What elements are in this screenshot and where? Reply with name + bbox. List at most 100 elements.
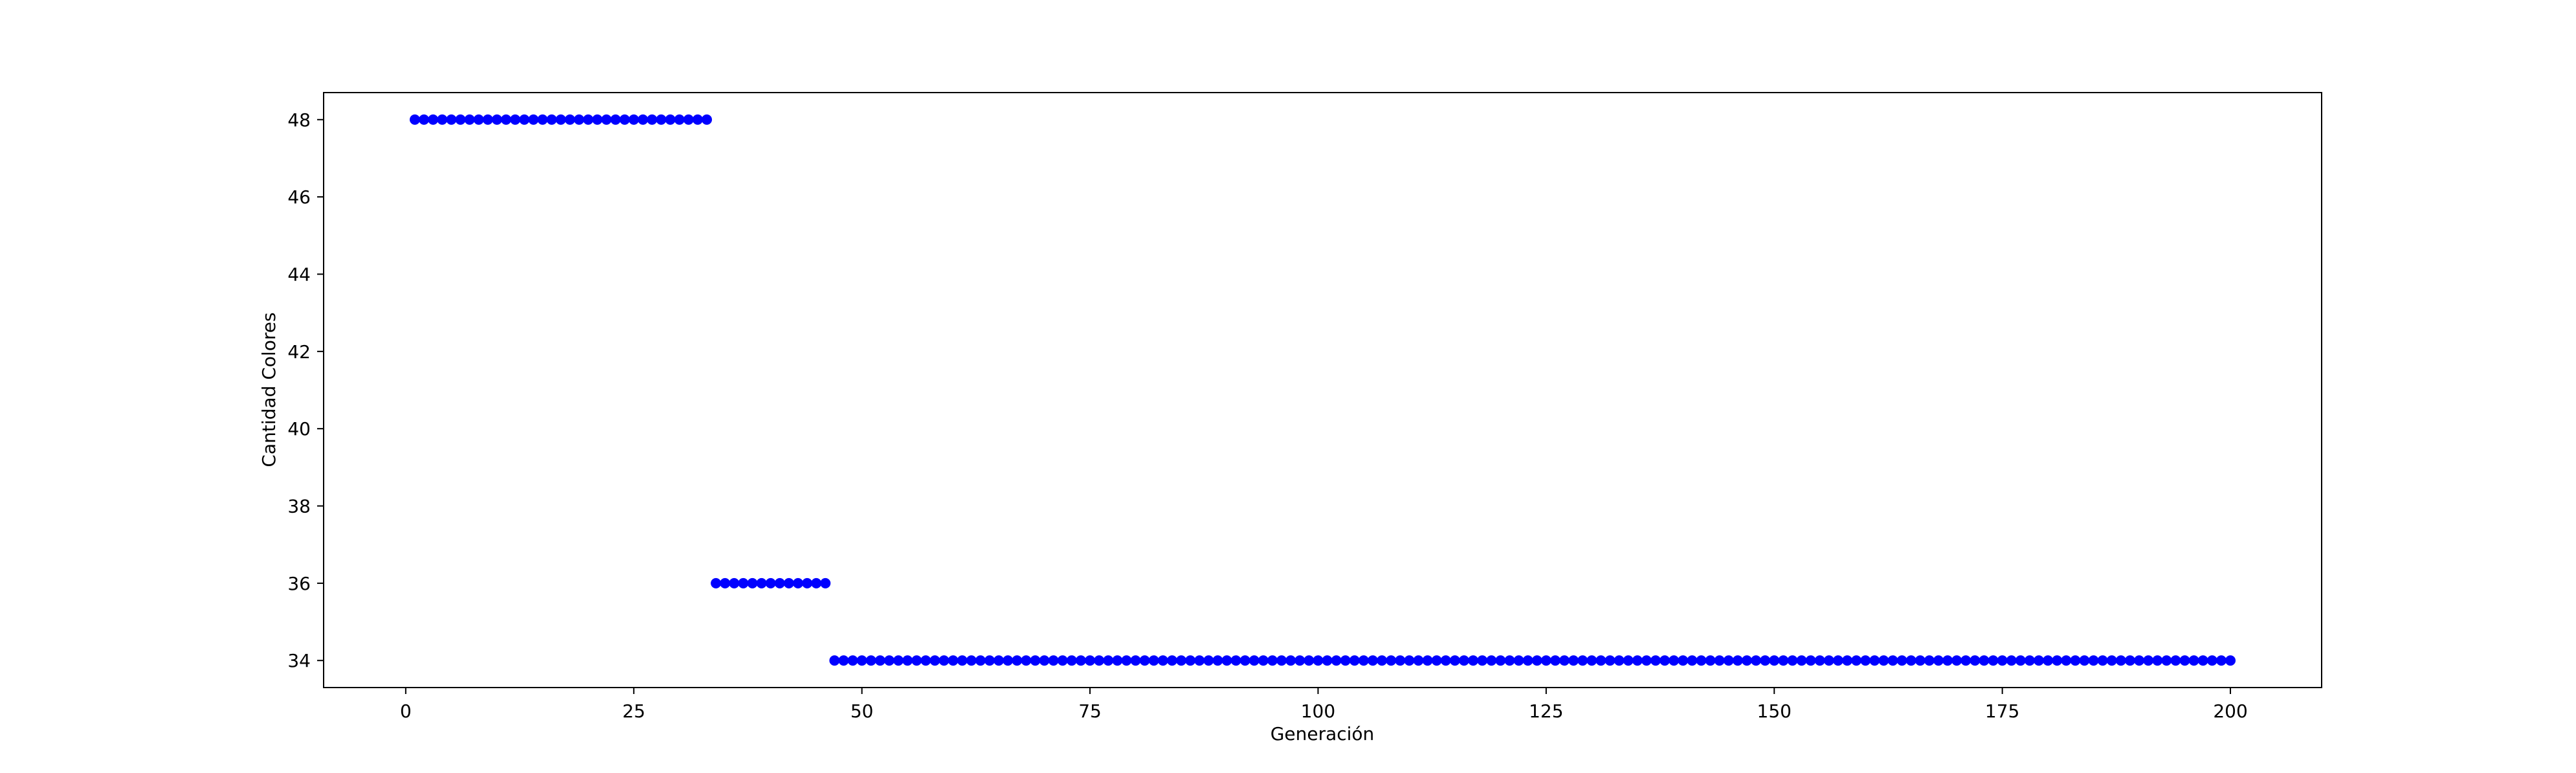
data-point	[838, 655, 849, 666]
x-tick-label: 25	[622, 700, 645, 722]
data-point	[1787, 655, 1798, 666]
data-point	[994, 655, 1005, 666]
data-point	[2215, 655, 2226, 666]
data-point	[537, 114, 548, 125]
data-point	[957, 655, 968, 666]
data-point	[1823, 655, 1834, 666]
data-point	[1549, 655, 1560, 666]
data-point	[2143, 655, 2154, 666]
data-point	[1349, 655, 1360, 666]
data-point	[1623, 655, 1634, 666]
data-point	[1039, 655, 1050, 666]
data-point	[2225, 655, 2236, 666]
data-point	[1085, 655, 1096, 666]
x-tick-label: 175	[1985, 700, 2019, 722]
data-point	[2043, 655, 2054, 666]
data-point	[1331, 655, 1342, 666]
data-point	[966, 655, 977, 666]
data-point	[847, 655, 858, 666]
data-point	[1933, 655, 1944, 666]
data-point	[1641, 655, 1652, 666]
data-point	[1586, 655, 1597, 666]
data-point	[1285, 655, 1296, 666]
data-point	[437, 114, 448, 125]
data-point	[473, 114, 484, 125]
data-point	[929, 655, 940, 666]
data-point	[1887, 655, 1898, 666]
data-point	[674, 114, 685, 125]
data-point	[1212, 655, 1223, 666]
data-point	[856, 655, 867, 666]
data-point	[1148, 655, 1159, 666]
data-point	[1915, 655, 1926, 666]
data-point	[1486, 655, 1497, 666]
y-tick-label: 34	[287, 650, 311, 671]
data-point	[1796, 655, 1807, 666]
data-point	[1139, 655, 1150, 666]
data-point	[1960, 655, 1971, 666]
y-tick-label: 44	[287, 263, 311, 285]
data-point	[1003, 655, 1014, 666]
data-point	[1705, 655, 1716, 666]
data-point	[1294, 655, 1305, 666]
data-point	[1404, 655, 1415, 666]
data-point	[920, 655, 931, 666]
x-tick-label: 100	[1301, 700, 1335, 722]
x-tick-label: 50	[850, 700, 874, 722]
data-point	[984, 655, 995, 666]
data-point	[1276, 655, 1287, 666]
data-point	[1559, 655, 1570, 666]
y-tick-label: 36	[287, 573, 311, 594]
data-point	[756, 577, 767, 588]
data-point	[729, 577, 740, 588]
y-axis-label: Cantidad Colores	[258, 312, 280, 467]
data-point	[1066, 655, 1077, 666]
data-point	[783, 577, 794, 588]
data-point	[948, 655, 959, 666]
data-point	[592, 114, 603, 125]
data-point	[1951, 655, 1962, 666]
data-point	[1741, 655, 1752, 666]
data-point	[1632, 655, 1643, 666]
data-point	[1157, 655, 1168, 666]
data-point	[1595, 655, 1606, 666]
data-point	[1778, 655, 1789, 666]
data-point	[2134, 655, 2145, 666]
data-point	[583, 114, 594, 125]
data-point	[811, 577, 822, 588]
x-tick-label: 125	[1529, 700, 1563, 722]
data-point	[546, 114, 557, 125]
data-point	[1166, 655, 1177, 666]
data-point	[829, 655, 840, 666]
data-points	[409, 114, 2236, 666]
data-point	[2161, 655, 2172, 666]
data-point	[1103, 655, 1114, 666]
data-point	[1449, 655, 1460, 666]
x-tick-label: 150	[1757, 700, 1792, 722]
y-tick-label: 48	[287, 109, 311, 131]
data-point	[1540, 655, 1551, 666]
data-point	[1805, 655, 1816, 666]
data-point	[647, 114, 658, 125]
data-point	[1577, 655, 1588, 666]
data-point	[1358, 655, 1369, 666]
data-point	[1313, 655, 1324, 666]
data-point	[738, 577, 749, 588]
data-point	[1440, 655, 1451, 666]
data-point	[428, 114, 439, 125]
data-point	[446, 114, 457, 125]
data-point	[1905, 655, 1916, 666]
data-point	[975, 655, 986, 666]
data-point	[802, 577, 813, 588]
data-point	[1979, 655, 1990, 666]
data-point	[1304, 655, 1315, 666]
data-point	[883, 655, 894, 666]
data-point	[1413, 655, 1424, 666]
data-point	[1814, 655, 1825, 666]
data-point	[1121, 655, 1132, 666]
data-point	[1732, 655, 1743, 666]
data-point	[720, 577, 731, 588]
data-point	[1021, 655, 1032, 666]
data-point	[1386, 655, 1397, 666]
data-point	[2106, 655, 2117, 666]
